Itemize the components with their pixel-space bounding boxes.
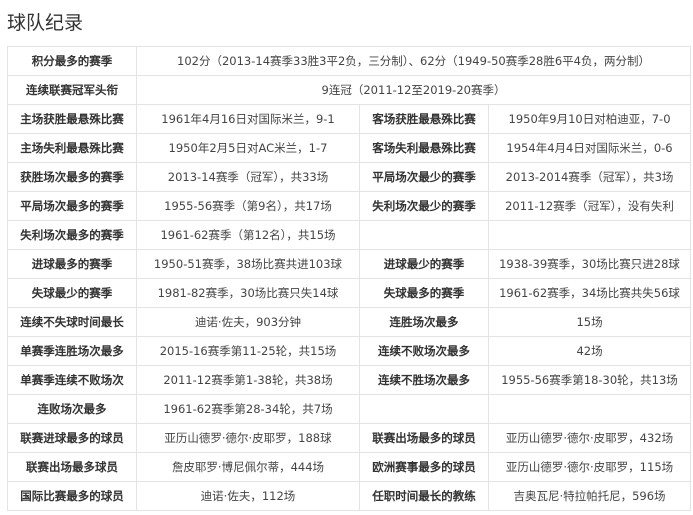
record-label: 联赛出场最多的球员 (359, 423, 489, 453)
record-label: 进球最少的赛季 (359, 249, 489, 279)
record-value: 1961-62赛季，34场比赛共失56球 (487, 278, 692, 308)
table-row: 单赛季连续不败场次 2011-12赛季第1-38轮，共38场 连续不胜场次最多 195… (7, 365, 692, 395)
record-value: 迪诺·佐夫，903分钟 (136, 307, 360, 337)
table-row: 失球最少的赛季 1981-82赛季，30场比赛只失14球 失球最多的赛季 1961-6… (7, 278, 692, 308)
record-label (359, 394, 489, 424)
record-value: 亚历山德罗·德尔·皮耶罗，115场 (487, 452, 692, 482)
table-row: 单赛季连胜场次最多 2015-16赛季第11-25轮，共15场 连续不败场次最多 42… (7, 336, 692, 366)
record-label: 任职时间最长的教练 (359, 481, 489, 511)
record-value: 2013-2014赛季（冠军），共3场 (487, 162, 692, 192)
record-value: 102分（2013-14赛季33胜3平2负，三分制）、62分（1949-50赛季… (135, 46, 692, 76)
record-value: 亚历山德罗·德尔·皮耶罗，188球 (136, 423, 360, 453)
record-value: 吉奥瓦尼·特拉帕托尼，596场 (487, 481, 692, 511)
table-row: 平局场次最多的赛季 1955-56赛季（第9名），共17场 失利场次最少的赛季 201… (7, 191, 692, 221)
record-label: 平局场次最少的赛季 (359, 162, 489, 192)
table-row: 连续不失球时间最长 迪诺·佐夫，903分钟 连胜场次最多 15场 (7, 307, 692, 337)
table-row: 进球最多的赛季 1950-51赛季，38场比赛共进103球 进球最少的赛季 1938-… (7, 249, 692, 279)
record-value: 1938-39赛季，30场比赛只进28球 (487, 249, 692, 279)
record-label: 客场失利最悬殊比赛 (359, 133, 489, 163)
record-label: 失利场次最少的赛季 (359, 191, 489, 221)
record-value: 2011-12赛季第1-38轮，共38场 (136, 365, 360, 395)
record-label: 进球最多的赛季 (7, 249, 137, 279)
record-label: 国际比赛最多的球员 (7, 481, 137, 511)
table-row: 主场失利最悬殊比赛 1950年2月5日对AC米兰，1-7 客场失利最悬殊比赛 1954… (7, 133, 692, 163)
record-label: 获胜场次最多的赛季 (7, 162, 137, 192)
table-row: 联赛进球最多的球员 亚历山德罗·德尔·皮耶罗，188球 联赛出场最多的球员 亚历山德罗… (7, 423, 692, 453)
record-value: 1961年4月16日对国际米兰，9-1 (136, 104, 360, 134)
record-value: 亚历山德罗·德尔·皮耶罗，432场 (487, 423, 692, 453)
record-label: 主场获胜最悬殊比赛 (7, 104, 137, 134)
record-label: 连败场次最多 (7, 394, 137, 424)
table-row: 失利场次最多的赛季 1961-62赛季（第12名），共15场 (7, 220, 692, 250)
table-row: 连续联赛冠军头衔 9连冠（2011-12至2019-20赛季） (7, 75, 692, 105)
record-value: 42场 (487, 336, 692, 366)
record-value: 15场 (487, 307, 692, 337)
record-value: 1961-62赛季第28-34轮，共7场 (136, 394, 360, 424)
table-row: 积分最多的赛季 102分（2013-14赛季33胜3平2负，三分制）、62分（19… (7, 46, 692, 76)
record-label (359, 220, 489, 250)
record-label: 欧洲赛事最多的球员 (359, 452, 489, 482)
record-label: 连胜场次最多 (359, 307, 489, 337)
record-value: 迪诺·佐夫，112场 (136, 481, 360, 511)
record-label: 单赛季连胜场次最多 (7, 336, 137, 366)
table-row: 联赛出场最多球员 詹皮耶罗·博尼佩尔蒂，444场 欧洲赛事最多的球员 亚历山德罗·德尔… (7, 452, 692, 482)
record-value (487, 394, 692, 424)
record-label: 连续不胜场次最多 (359, 365, 489, 395)
record-value: 1950-51赛季，38场比赛共进103球 (136, 249, 360, 279)
record-value (487, 220, 692, 250)
record-label: 联赛进球最多的球员 (7, 423, 137, 453)
record-value: 1961-62赛季（第12名），共15场 (136, 220, 360, 250)
section-title: 球队纪录 (7, 12, 84, 34)
record-label: 主场失利最悬殊比赛 (7, 133, 137, 163)
record-label: 失利场次最多的赛季 (7, 220, 137, 250)
table-row: 国际比赛最多的球员 迪诺·佐夫，112场 任职时间最长的教练 吉奥瓦尼·特拉帕托尼，5… (7, 481, 692, 511)
record-label: 积分最多的赛季 (7, 46, 137, 76)
record-value: 1950年2月5日对AC米兰，1-7 (136, 133, 360, 163)
record-value: 1981-82赛季，30场比赛只失14球 (136, 278, 360, 308)
team-records-table: 积分最多的赛季 102分（2013-14赛季33胜3平2负，三分制）、62分（19… (7, 46, 692, 511)
record-value: 詹皮耶罗·博尼佩尔蒂，444场 (136, 452, 360, 482)
record-label: 连续不失球时间最长 (7, 307, 137, 337)
record-value: 1954年4月4日对国际米兰，0-6 (487, 133, 692, 163)
record-value: 2011-12赛季（冠军），没有失利 (487, 191, 692, 221)
record-value: 9连冠（2011-12至2019-20赛季） (135, 75, 692, 105)
table-row: 连败场次最多 1961-62赛季第28-34轮，共7场 (7, 394, 692, 424)
record-value: 1950年9月10日对柏迪亚，7-0 (487, 104, 692, 134)
record-label: 连续联赛冠军头衔 (7, 75, 137, 105)
record-label: 失球最多的赛季 (359, 278, 489, 308)
table-row: 获胜场次最多的赛季 2013-14赛季（冠军），共33场 平局场次最少的赛季 2013… (7, 162, 692, 192)
record-label: 平局场次最多的赛季 (7, 191, 137, 221)
record-label: 失球最少的赛季 (7, 278, 137, 308)
record-value: 1955-56赛季（第9名），共17场 (136, 191, 360, 221)
record-label: 客场获胜最悬殊比赛 (359, 104, 489, 134)
table-row: 主场获胜最悬殊比赛 1961年4月16日对国际米兰，9-1 客场获胜最悬殊比赛 195… (7, 104, 692, 134)
record-value: 1955-56赛季第18-30轮，共13场 (487, 365, 692, 395)
record-label: 连续不败场次最多 (359, 336, 489, 366)
record-value: 2013-14赛季（冠军），共33场 (136, 162, 360, 192)
record-label: 联赛出场最多球员 (7, 452, 137, 482)
record-label: 单赛季连续不败场次 (7, 365, 137, 395)
record-value: 2015-16赛季第11-25轮，共15场 (136, 336, 360, 366)
